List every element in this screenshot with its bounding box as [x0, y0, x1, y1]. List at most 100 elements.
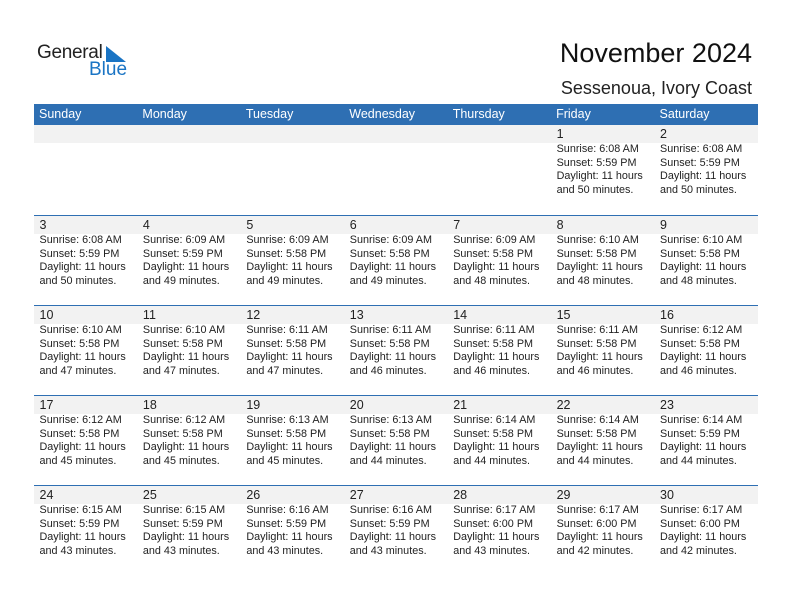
daylight-minutes-text: and 43 minutes. — [142, 544, 220, 557]
sunset-text: Sunset: 5:58 PM — [349, 337, 430, 350]
sunrise-text: Sunrise: 6:13 AM — [349, 414, 432, 426]
sunset-text: Sunset: 6:00 PM — [556, 517, 637, 530]
daylight-text: Daylight: 11 hours — [556, 351, 643, 364]
day-number: 9 — [660, 218, 667, 232]
daylight-text: Daylight: 11 hours — [246, 531, 333, 544]
sunset-text: Sunset: 5:58 PM — [660, 247, 740, 260]
day-number: 8 — [556, 218, 564, 232]
daylight-minutes-text: and 45 minutes. — [142, 454, 220, 467]
day-number-band — [34, 125, 758, 143]
sunrise-text: Sunrise: 6:15 AM — [39, 504, 122, 516]
day-cell: 11 Sunrise: 6:10 AM Sunset: 5:58 PM Dayligh… — [137, 306, 240, 378]
sunset-text: Sunset: 5:59 PM — [246, 517, 327, 530]
day-number: 12 — [246, 308, 261, 322]
daylight-minutes-text: and 48 minutes. — [556, 274, 634, 287]
day-number: 24 — [39, 488, 54, 502]
sunrise-text: Sunrise: 6:09 AM — [246, 234, 329, 246]
daylight-text: Daylight: 11 hours — [39, 531, 126, 544]
day-cell: 3 Sunrise: 6:08 AM Sunset: 5:59 PM Daylight… — [34, 216, 137, 288]
sunset-text: Sunset: 5:59 PM — [142, 517, 223, 530]
daylight-minutes-text: and 49 minutes. — [349, 274, 427, 287]
daylight-text: Daylight: 11 hours — [39, 351, 126, 364]
day-number: 19 — [246, 398, 261, 412]
day-cell: 6 Sunrise: 6:09 AM Sunset: 5:58 PM Daylight… — [344, 216, 447, 288]
day-number: 25 — [142, 488, 157, 502]
daylight-text: Daylight: 11 hours — [142, 261, 230, 274]
day-number: 14 — [453, 308, 468, 322]
daylight-minutes-text: and 47 minutes. — [142, 364, 220, 377]
daylight-minutes-text: and 42 minutes. — [556, 544, 634, 557]
daylight-text: Daylight: 11 hours — [660, 441, 747, 454]
sunrise-text: Sunrise: 6:11 AM — [453, 324, 535, 336]
sunrise-text: Sunrise: 6:09 AM — [142, 234, 226, 246]
daylight-minutes-text: and 50 minutes. — [660, 183, 737, 196]
day-number-band — [34, 396, 758, 414]
sunrise-text: Sunrise: 6:14 AM — [453, 414, 536, 426]
day-number: 2 — [660, 127, 667, 141]
day-cell: 1 Sunrise: 6:08 AM Sunset: 5:59 PM Daylight… — [551, 125, 654, 197]
day-cell: 15 Sunrise: 6:11 AM Sunset: 5:58 PM Dayligh… — [551, 306, 654, 378]
daylight-text: Daylight: 11 hours — [142, 351, 230, 364]
sunset-text: Sunset: 5:58 PM — [556, 247, 637, 260]
daylight-minutes-text: and 46 minutes. — [349, 364, 427, 377]
sunset-text: Sunset: 5:58 PM — [246, 247, 327, 260]
day-cell: 24 Sunrise: 6:15 AM Sunset: 5:59 PM Dayligh… — [34, 486, 137, 558]
sunrise-text: Sunrise: 6:10 AM — [39, 324, 122, 336]
daylight-text: Daylight: 11 hours — [660, 531, 747, 544]
day-cell: 27 Sunrise: 6:16 AM Sunset: 5:59 PM Dayligh… — [344, 486, 447, 558]
day-cell: 30 Sunrise: 6:17 AM Sunset: 6:00 PM Dayligh… — [655, 486, 758, 558]
day-cell: 13 Sunrise: 6:11 AM Sunset: 5:58 PM Dayligh… — [344, 306, 447, 378]
day-cell: 5 Sunrise: 6:09 AM Sunset: 5:58 PM Daylight… — [241, 216, 344, 288]
daylight-minutes-text: and 46 minutes. — [453, 364, 531, 377]
daylight-text: Daylight: 11 hours — [246, 261, 333, 274]
day-cell: 20 Sunrise: 6:13 AM Sunset: 5:58 PM Dayligh… — [344, 396, 447, 468]
weekday-saturday: Saturday — [659, 107, 710, 121]
daylight-minutes-text: and 47 minutes. — [246, 364, 324, 377]
day-number: 23 — [660, 398, 674, 412]
day-number-band — [34, 486, 758, 504]
sunrise-text: Sunrise: 6:09 AM — [453, 234, 536, 246]
day-number: 29 — [556, 488, 571, 502]
day-cell: 9 Sunrise: 6:10 AM Sunset: 5:58 PM Daylight… — [655, 216, 758, 288]
day-number: 15 — [556, 308, 571, 322]
weekday-header: Sunday Monday Tuesday Wednesday Thursday Frid… — [34, 104, 758, 125]
sunset-text: Sunset: 5:58 PM — [142, 337, 223, 350]
daylight-minutes-text: and 48 minutes. — [660, 274, 737, 287]
sunrise-text: Sunrise: 6:10 AM — [660, 234, 743, 246]
sunrise-text: Sunrise: 6:17 AM — [660, 504, 743, 516]
sunrise-text: Sunrise: 6:12 AM — [39, 414, 122, 426]
daylight-minutes-text: and 43 minutes. — [349, 544, 427, 557]
sunrise-text: Sunrise: 6:09 AM — [349, 234, 432, 246]
logo-text-general: General — [37, 42, 103, 63]
sunset-text: Sunset: 5:59 PM — [349, 517, 430, 530]
day-cell: 25 Sunrise: 6:15 AM Sunset: 5:59 PM Dayligh… — [137, 486, 240, 558]
daylight-minutes-text: and 44 minutes. — [349, 454, 427, 467]
empty-day-cell — [137, 125, 240, 197]
sunrise-text: Sunrise: 6:08 AM — [39, 234, 122, 246]
daylight-text: Daylight: 11 hours — [556, 261, 643, 274]
day-cell: 22 Sunrise: 6:14 AM Sunset: 5:58 PM Dayligh… — [551, 396, 654, 468]
calendar: Sunday Monday Tuesday Wednesday Thursday Frid… — [34, 104, 758, 575]
daylight-minutes-text: and 50 minutes. — [39, 274, 117, 287]
weekday-sunday: Sunday — [39, 107, 82, 121]
location-subtitle: Sessenoua, Ivory Coast — [560, 78, 752, 98]
day-number: 17 — [39, 398, 54, 412]
daylight-text: Daylight: 11 hours — [453, 531, 540, 544]
logo-triangle-icon — [106, 46, 126, 62]
day-number: 20 — [349, 398, 364, 412]
sunrise-text: Sunrise: 6:17 AM — [453, 504, 536, 516]
sunset-text: Sunset: 5:58 PM — [39, 427, 120, 440]
sunrise-text: Sunrise: 6:16 AM — [246, 504, 329, 516]
day-number-band — [34, 306, 758, 324]
daylight-text: Daylight: 11 hours — [660, 261, 747, 274]
day-cell: 10 Sunrise: 6:10 AM Sunset: 5:58 PM Dayligh… — [34, 306, 137, 378]
day-number: 1 — [556, 127, 564, 141]
sunset-text: Sunset: 5:58 PM — [660, 337, 740, 350]
calendar-weeks: 1 Sunrise: 6:08 AM Sunset: 5:59 PM Daylight… — [34, 125, 758, 575]
logo: General Blue — [37, 42, 137, 82]
daylight-minutes-text: and 49 minutes. — [142, 274, 220, 287]
sunrise-text: Sunrise: 6:10 AM — [556, 234, 639, 246]
weekday-wednesday: Wednesday — [349, 107, 416, 121]
empty-day-cell — [241, 125, 344, 197]
sunset-text: Sunset: 5:59 PM — [660, 156, 740, 169]
